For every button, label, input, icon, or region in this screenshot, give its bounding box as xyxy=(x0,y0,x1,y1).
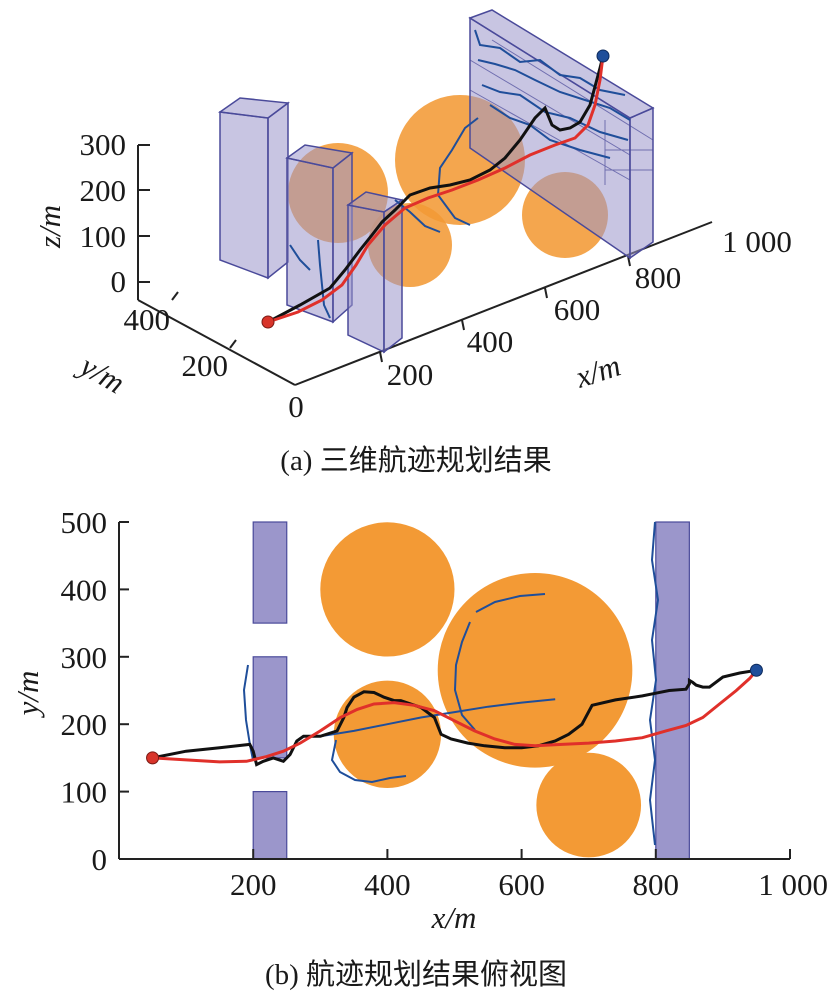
panel-b-black-path xyxy=(152,668,757,767)
building-side xyxy=(267,101,289,280)
panel-b-y-tick-label: 0 xyxy=(92,842,108,877)
panel-a-z-tick-label: 300 xyxy=(80,127,127,162)
panel-a-x-axis-label: x/m xyxy=(570,348,624,395)
panel-b-axes xyxy=(118,522,790,860)
panel-a-exploration-paths xyxy=(289,29,631,319)
panel-b-y-axis-label: y/m xyxy=(10,671,45,719)
panel-b-x-axis-label: x/m xyxy=(431,900,477,935)
panel-a-buildings xyxy=(217,9,655,354)
panel-b-blue-path xyxy=(320,698,556,738)
threat-circle xyxy=(320,522,455,657)
panel-a-wall-lines xyxy=(469,39,654,185)
panel-a-y-tick xyxy=(229,339,237,349)
panel-a-x-tick-label: 200 xyxy=(387,357,434,392)
panel-a-y-tick-label: 0 xyxy=(288,389,304,424)
panel-b-start-marker xyxy=(146,751,160,765)
panel-b-y-tick-label: 300 xyxy=(61,640,108,675)
panel-b-x-tick-label: 1 000 xyxy=(758,867,828,902)
building-footprint xyxy=(252,521,288,624)
panel-a-z-tick-label: 100 xyxy=(80,219,127,254)
panel-a-black-path xyxy=(267,55,605,324)
building-side xyxy=(629,106,654,260)
panel-a-3d-view: 300 200 100 0 z/m 400 200 0 y/m 200 400 … xyxy=(32,9,792,477)
panel-a-caption: (a) 三维航迹规划结果 xyxy=(280,444,551,477)
panel-a-z-tick-label: 200 xyxy=(80,173,127,208)
panel-a-x-tick-label: 800 xyxy=(635,260,682,295)
panel-a-z-tick-label: 0 xyxy=(111,264,127,299)
building-front xyxy=(219,111,269,280)
building-top xyxy=(285,144,354,169)
panel-a-start-marker xyxy=(261,315,275,329)
panel-b-threats xyxy=(320,522,642,858)
building-footprint xyxy=(252,656,288,759)
panel-b-goal-marker xyxy=(749,663,763,677)
panel-a-goal-marker xyxy=(596,49,610,63)
panel-a-y-axis xyxy=(137,299,296,386)
panel-a-x-tick xyxy=(461,319,465,331)
panel-b-top-view: y/m x/m (b) 航迹规划结果俯视图 xyxy=(10,521,791,991)
building-footprint xyxy=(252,790,288,860)
threat-circle xyxy=(536,752,642,858)
panel-b-ticks xyxy=(119,521,791,860)
threat-circle xyxy=(333,680,442,788)
panel-a-x-tick xyxy=(379,351,383,363)
threat-circle xyxy=(437,572,633,768)
building-top xyxy=(346,191,404,213)
panel-a-y-axis-label: y/m xyxy=(72,346,131,400)
building-top xyxy=(217,97,290,119)
panel-a-x-tick-label: 400 xyxy=(467,324,514,359)
panel-b-y-tick-label: 500 xyxy=(61,505,108,540)
panel-a-x-tick xyxy=(544,287,548,299)
panel-a-y-tick xyxy=(171,291,179,301)
panel-b-x-tick-label: 200 xyxy=(230,867,277,902)
panel-b-y-tick-label: 200 xyxy=(61,707,108,742)
panel-b-x-tick-label: 600 xyxy=(498,867,545,902)
panel-b-caption: (b) 航迹规划结果俯视图 xyxy=(265,958,567,991)
panel-b-y-tick-label: 100 xyxy=(61,775,108,810)
panel-b-x-tick-label: 800 xyxy=(633,867,680,902)
panel-b-x-tick-label: 400 xyxy=(364,867,411,902)
panel-a-red-path xyxy=(267,55,605,324)
panel-a-y-tick-label: 400 xyxy=(124,302,171,337)
panel-a-z-axis-label: z/m xyxy=(32,205,67,249)
panel-a-x-tick-label: 600 xyxy=(554,292,601,327)
panel-b-red-path xyxy=(152,669,758,764)
panel-a-y-tick-label: 200 xyxy=(182,348,229,383)
panel-a-axes xyxy=(137,144,713,386)
panel-b-y-tick-label: 400 xyxy=(61,572,108,607)
panel-a-x-tick-label: 1 000 xyxy=(722,224,792,259)
